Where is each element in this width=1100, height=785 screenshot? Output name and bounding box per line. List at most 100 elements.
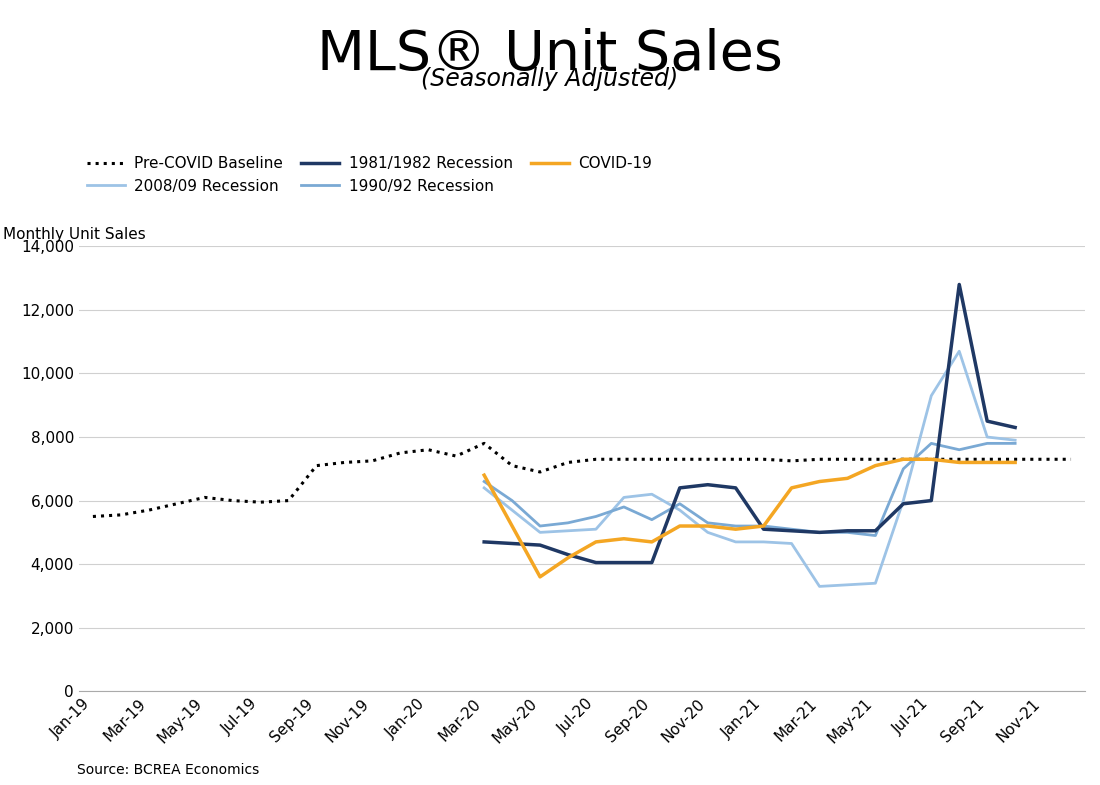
1990/92 Recession: [980, 439, 993, 448]
2008/09 Recession: [840, 580, 854, 590]
Text: MLS® Unit Sales: MLS® Unit Sales: [317, 27, 783, 82]
Pre-COVID Baseline: [1065, 455, 1078, 464]
COVID-19: [701, 521, 714, 531]
Pre-COVID Baseline: [450, 451, 463, 461]
COVID-19: [534, 572, 547, 582]
Pre-COVID Baseline: [980, 455, 993, 464]
2008/09 Recession: [869, 579, 882, 588]
1990/92 Recession: [925, 439, 938, 448]
1981/1982 Recession: [561, 550, 574, 560]
Pre-COVID Baseline: [561, 458, 574, 467]
1981/1982 Recession: [840, 526, 854, 535]
1990/92 Recession: [785, 524, 799, 534]
Pre-COVID Baseline: [366, 456, 379, 466]
1990/92 Recession: [477, 476, 491, 486]
Text: (Seasonally Adjusted): (Seasonally Adjusted): [421, 67, 679, 91]
Pre-COVID Baseline: [701, 455, 714, 464]
1981/1982 Recession: [869, 526, 882, 535]
COVID-19: [506, 521, 519, 531]
Pre-COVID Baseline: [757, 455, 770, 464]
Pre-COVID Baseline: [394, 448, 407, 458]
COVID-19: [896, 455, 910, 464]
Pre-COVID Baseline: [86, 512, 99, 521]
Pre-COVID Baseline: [590, 455, 603, 464]
1981/1982 Recession: [729, 483, 743, 492]
2008/09 Recession: [477, 483, 491, 492]
1990/92 Recession: [869, 531, 882, 540]
2008/09 Recession: [785, 539, 799, 548]
2008/09 Recession: [673, 506, 686, 515]
Pre-COVID Baseline: [869, 455, 882, 464]
Pre-COVID Baseline: [421, 445, 434, 455]
1981/1982 Recession: [477, 537, 491, 546]
COVID-19: [980, 458, 993, 467]
Pre-COVID Baseline: [813, 455, 826, 464]
1990/92 Recession: [646, 515, 659, 524]
1981/1982 Recession: [925, 496, 938, 506]
Legend: Pre-COVID Baseline, 2008/09 Recession, 1981/1982 Recession, 1990/92 Recession, C: Pre-COVID Baseline, 2008/09 Recession, 1…: [87, 156, 652, 194]
2008/09 Recession: [757, 537, 770, 546]
1981/1982 Recession: [534, 540, 547, 549]
2008/09 Recession: [506, 506, 519, 515]
2008/09 Recession: [953, 346, 966, 356]
1981/1982 Recession: [953, 279, 966, 289]
1981/1982 Recession: [673, 483, 686, 492]
Pre-COVID Baseline: [729, 455, 743, 464]
1990/92 Recession: [896, 464, 910, 473]
2008/09 Recession: [561, 526, 574, 535]
1981/1982 Recession: [980, 416, 993, 425]
Line: 2008/09 Recession: 2008/09 Recession: [484, 351, 1015, 586]
Pre-COVID Baseline: [254, 498, 267, 507]
1990/92 Recession: [534, 521, 547, 531]
COVID-19: [617, 534, 630, 543]
COVID-19: [925, 455, 938, 464]
Pre-COVID Baseline: [310, 461, 323, 470]
2008/09 Recession: [701, 528, 714, 537]
Pre-COVID Baseline: [617, 455, 630, 464]
COVID-19: [785, 483, 799, 492]
COVID-19: [673, 521, 686, 531]
Pre-COVID Baseline: [142, 506, 155, 515]
Line: 1990/92 Recession: 1990/92 Recession: [484, 444, 1015, 535]
Pre-COVID Baseline: [477, 439, 491, 448]
Pre-COVID Baseline: [226, 496, 239, 506]
Pre-COVID Baseline: [785, 456, 799, 466]
Pre-COVID Baseline: [896, 455, 910, 464]
1990/92 Recession: [590, 512, 603, 521]
2008/09 Recession: [534, 528, 547, 537]
COVID-19: [590, 537, 603, 546]
Pre-COVID Baseline: [646, 455, 659, 464]
2008/09 Recession: [646, 490, 659, 499]
1990/92 Recession: [953, 445, 966, 455]
1981/1982 Recession: [506, 539, 519, 548]
Line: Pre-COVID Baseline: Pre-COVID Baseline: [92, 444, 1071, 517]
COVID-19: [840, 473, 854, 483]
1981/1982 Recession: [757, 524, 770, 534]
1990/92 Recession: [729, 521, 743, 531]
1990/92 Recession: [506, 496, 519, 506]
Pre-COVID Baseline: [506, 461, 519, 470]
2008/09 Recession: [590, 524, 603, 534]
Pre-COVID Baseline: [953, 455, 966, 464]
1990/92 Recession: [617, 502, 630, 512]
Pre-COVID Baseline: [114, 510, 128, 520]
Pre-COVID Baseline: [170, 499, 184, 509]
Pre-COVID Baseline: [282, 496, 295, 506]
1981/1982 Recession: [813, 528, 826, 537]
2008/09 Recession: [896, 496, 910, 506]
Text: Source: BCREA Economics: Source: BCREA Economics: [77, 763, 260, 777]
Line: COVID-19: COVID-19: [484, 459, 1015, 577]
Pre-COVID Baseline: [534, 467, 547, 476]
1981/1982 Recession: [1009, 423, 1022, 433]
COVID-19: [813, 476, 826, 486]
Pre-COVID Baseline: [673, 455, 686, 464]
1990/92 Recession: [1009, 439, 1022, 448]
1990/92 Recession: [757, 521, 770, 531]
COVID-19: [953, 458, 966, 467]
2008/09 Recession: [980, 433, 993, 442]
Pre-COVID Baseline: [1009, 455, 1022, 464]
Pre-COVID Baseline: [1036, 455, 1049, 464]
Pre-COVID Baseline: [198, 493, 211, 502]
1990/92 Recession: [673, 499, 686, 509]
COVID-19: [869, 461, 882, 470]
